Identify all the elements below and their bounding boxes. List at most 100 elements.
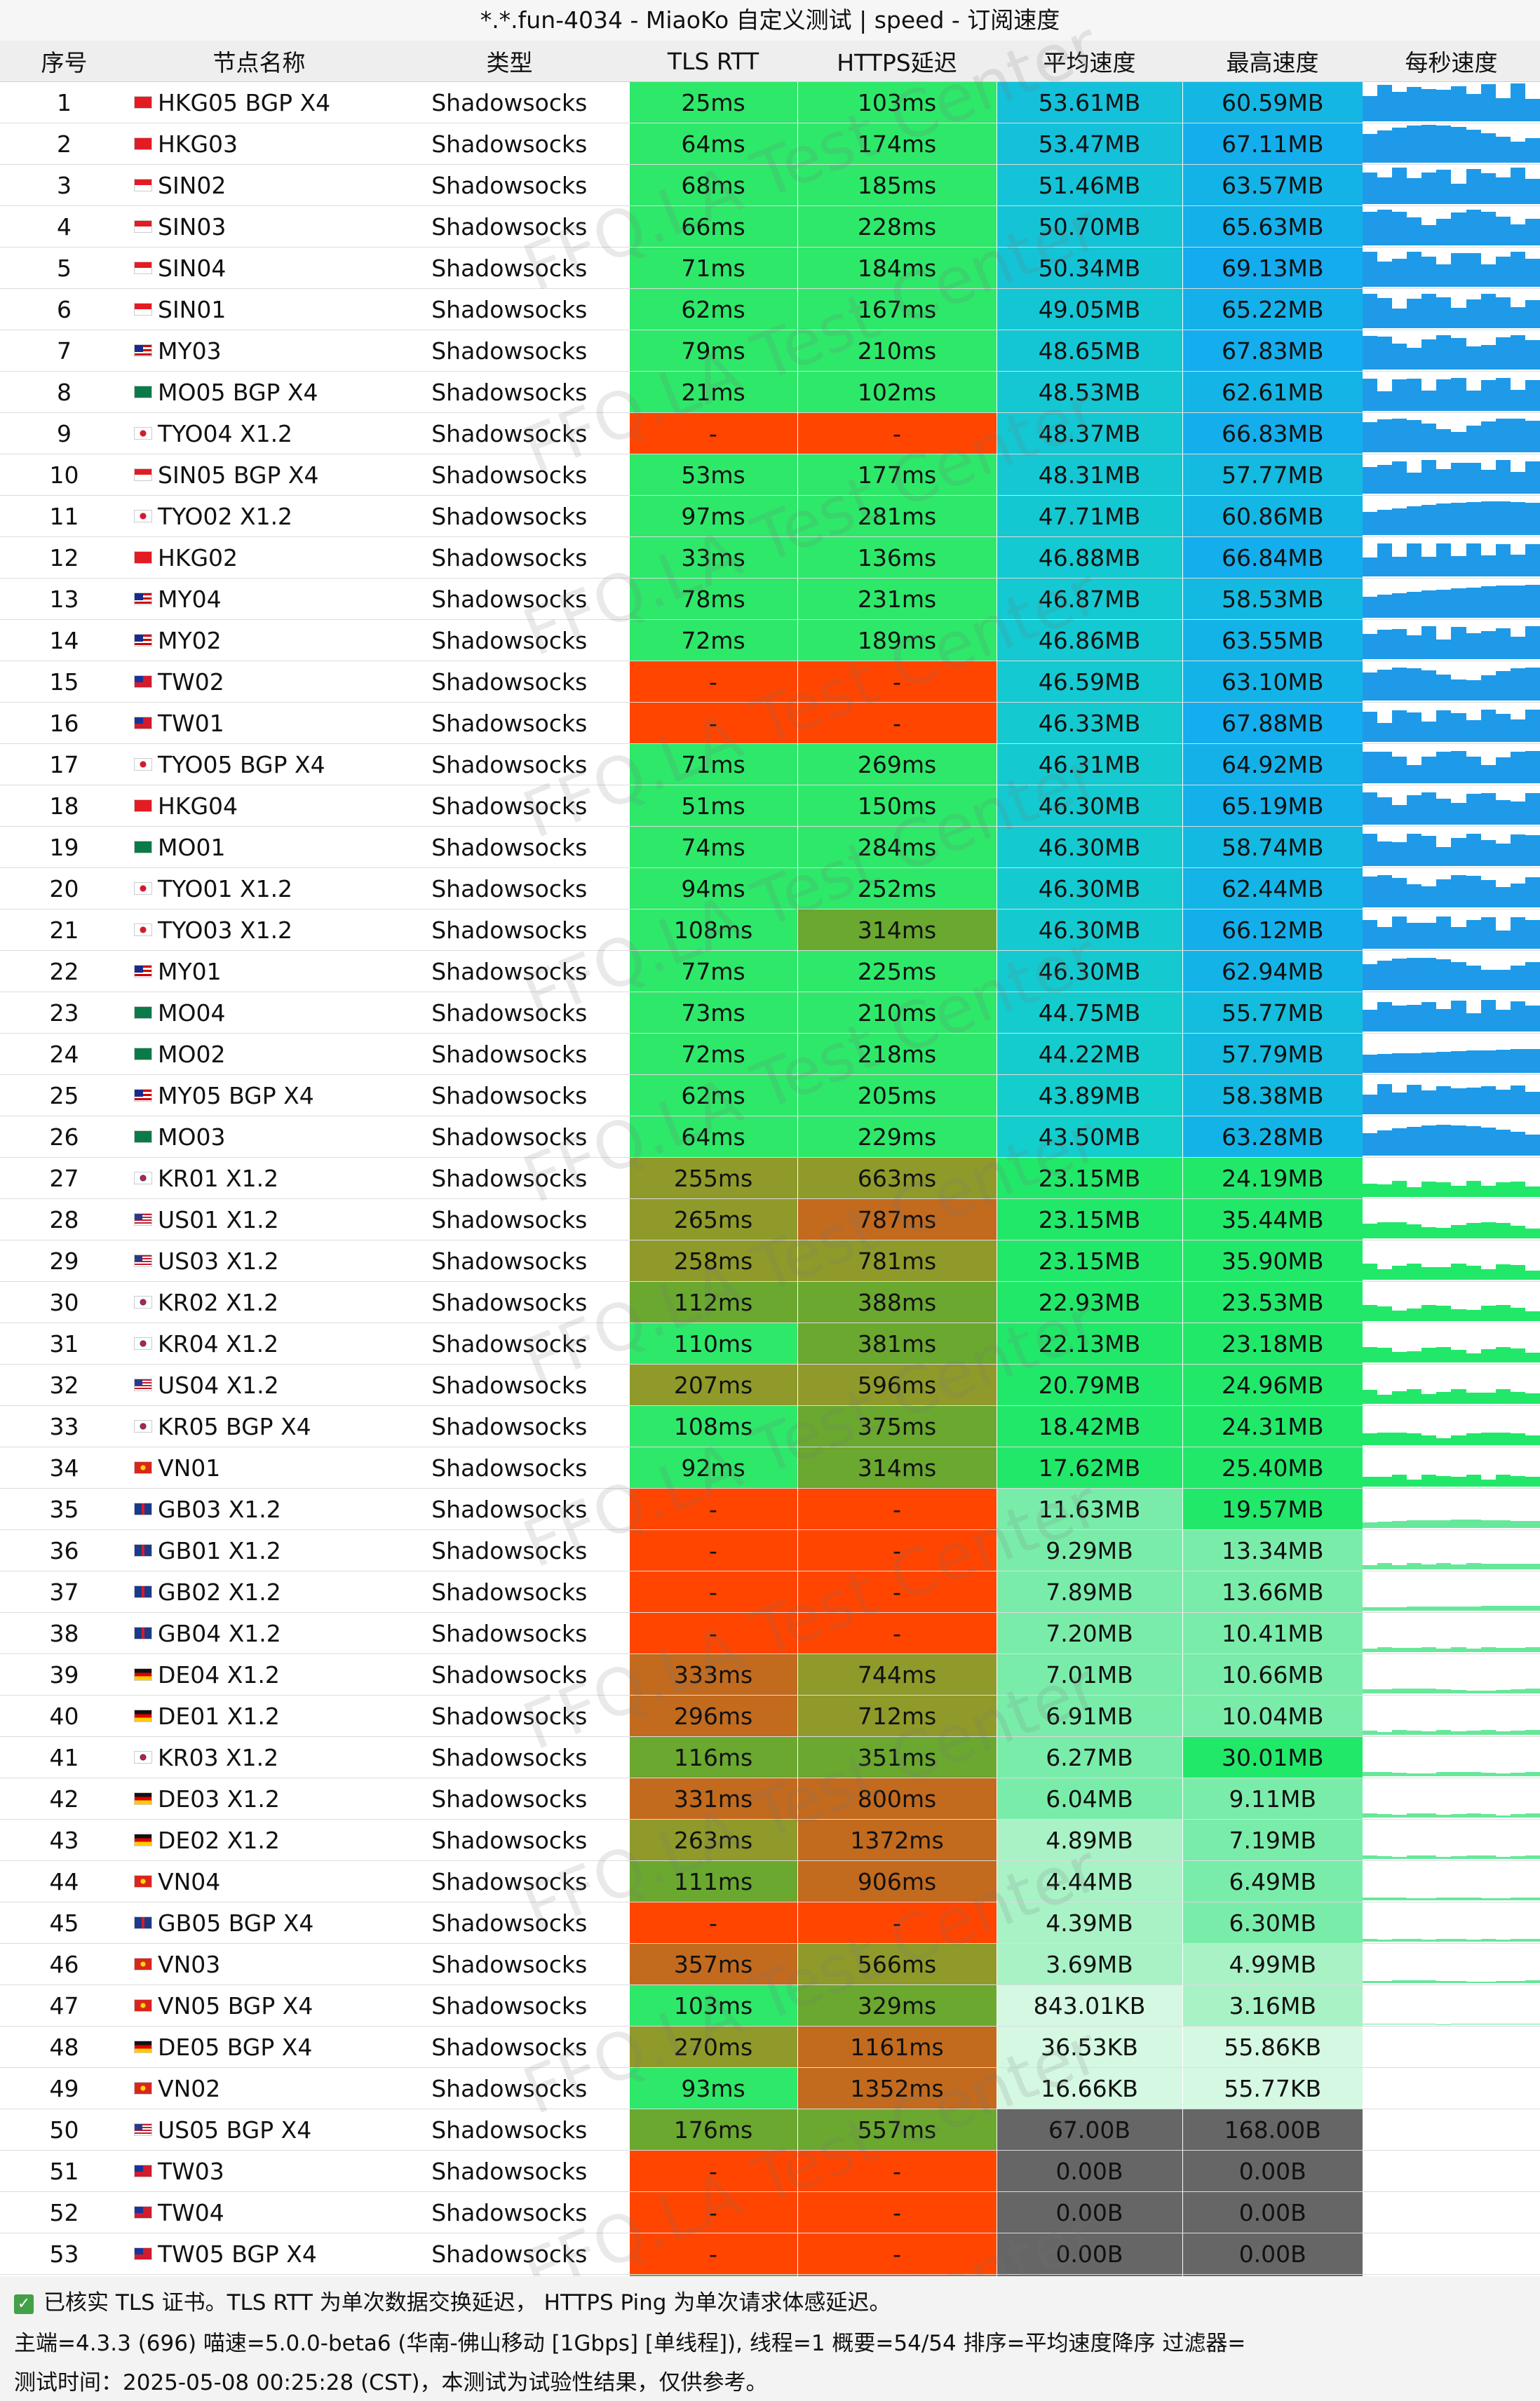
node-name-cell: DE04 X1.2 <box>128 1653 390 1696</box>
col-header-node-name[interactable]: 节点名称 <box>128 41 390 82</box>
avg-speed-cell: 22.13MB <box>996 1323 1182 1365</box>
sparkline-bar <box>1377 1980 1393 1983</box>
sparkline-bar <box>1407 1126 1422 1156</box>
sparkline-bar <box>1392 1647 1407 1652</box>
table-row[interactable]: 9 TYO04 X1.2 Shadowsocks - -48.37MB 66.83MB <box>0 412 1540 454</box>
table-row[interactable]: 15 TW02 Shadowsocks - -46.59MB 63.10MB <box>0 661 1540 703</box>
table-row[interactable]: 26 MO03 Shadowsocks 64ms 229ms 43.50MB 63.28MB <box>0 1116 1540 1158</box>
table-row[interactable]: 3 SIN02 Shadowsocks 68ms 185ms 51.46MB 63.57MB <box>0 164 1540 206</box>
table-row[interactable]: 27 KR01 X1.2 Shadowsocks 255ms 663ms 23.15MB 2… <box>0 1157 1540 1199</box>
table-row[interactable]: 25 MY05 BGP X4 Shadowsocks 62ms 205ms 43.89MB… <box>0 1074 1540 1116</box>
table-row[interactable]: 19 MO01 Shadowsocks 74ms 284ms 46.30MB 58.74MB <box>0 826 1540 868</box>
avg-speed-cell: 6.27MB <box>996 1736 1182 1778</box>
sparkline-bar <box>1421 556 1437 576</box>
table-row[interactable]: 39 DE04 X1.2 Shadowsocks 333ms 744ms 7.01MB 10… <box>0 1653 1540 1696</box>
sparkline-bar <box>1421 1305 1437 1321</box>
https-latency-cell: 189ms <box>797 619 997 661</box>
table-row[interactable]: 28 US01 X1.2 Shadowsocks 265ms 787ms 23.15MB 3… <box>0 1198 1540 1240</box>
speed-sparkline <box>1363 994 1540 1032</box>
col-header-https-latency[interactable]: HTTPS延迟 <box>797 41 997 82</box>
table-row[interactable]: 53 TW05 BGP X4 Shadowsocks - -0.00B 0.00B <box>0 2233 1540 2275</box>
table-row[interactable]: 35 GB03 X1.2 Shadowsocks - -11.63MB 19.57MB <box>0 1488 1540 1530</box>
node-type-cell: Shadowsocks <box>390 1447 629 1489</box>
node-name-cell: DE03 X1.2 <box>128 1778 390 1820</box>
table-row[interactable]: 11 TYO02 X1.2 Shadowsocks 97ms 281ms 47.71MB 6… <box>0 495 1540 537</box>
sparkline-bar <box>1363 1055 1378 1073</box>
node-name-cell: MO03 <box>128 1116 390 1158</box>
node-name-text: MO01 <box>158 833 226 861</box>
table-row[interactable]: 51 TW03 Shadowsocks - -0.00B 0.00B <box>0 2150 1540 2192</box>
col-header-avg-speed[interactable]: 平均速度 <box>997 41 1182 82</box>
sparkline-bar <box>1480 1127 1496 1156</box>
table-row[interactable]: 44 VN04 Shadowsocks 111ms 906ms 4.44MB 6.49MB <box>0 1860 1540 1902</box>
https-latency-cell: - <box>797 661 997 703</box>
flag-jp-icon <box>134 510 152 522</box>
flag-tw-icon <box>134 2206 152 2219</box>
table-row[interactable]: 41 KR03 X1.2 Shadowsocks 116ms 351ms 6.27MB 30… <box>0 1736 1540 1778</box>
sparkline-bar <box>1436 297 1452 328</box>
table-row[interactable]: 46 VN03 Shadowsocks 357ms 566ms 3.69MB 4.99MB <box>0 1943 1540 1985</box>
table-row[interactable]: 47 VN05 BGP X4 Shadowsocks 103ms 329ms 843.01… <box>0 1984 1540 2027</box>
col-header-tls-rtt[interactable]: TLS RTT <box>629 41 797 82</box>
table-row[interactable]: 20 TYO01 X1.2 Shadowsocks 94ms 252ms 46.30MB 6… <box>0 867 1540 909</box>
sparkline-bar <box>1466 587 1481 618</box>
node-name-text: TW01 <box>158 709 224 737</box>
table-row[interactable]: 23 MO04 Shadowsocks 73ms 210ms 44.75MB 55.77MB <box>0 992 1540 1034</box>
max-speed-cell: 13.66MB <box>1182 1571 1363 1613</box>
table-row[interactable]: 14 MY02 Shadowsocks 72ms 189ms 46.86MB 63.55MB <box>0 619 1540 661</box>
table-row[interactable]: 29 US03 X1.2 Shadowsocks 258ms 781ms 23.15MB 3… <box>0 1240 1540 1282</box>
table-row[interactable]: 45 GB05 BGP X4 Shadowsocks - -4.39MB 6.30MB <box>0 1902 1540 1944</box>
table-row[interactable]: 42 DE03 X1.2 Shadowsocks 331ms 800ms 6.04MB 9.… <box>0 1778 1540 1820</box>
table-row[interactable]: 37 GB02 X1.2 Shadowsocks - -7.89MB 13.66MB <box>0 1571 1540 1613</box>
table-row[interactable]: 43 DE02 X1.2 Shadowsocks 263ms 1372ms 4.89MB 7… <box>0 1819 1540 1861</box>
sparkline-bar <box>1377 1001 1393 1032</box>
table-row[interactable]: 16 TW01 Shadowsocks - -46.33MB 67.88MB <box>0 702 1540 744</box>
sparkline-bar <box>1377 419 1393 452</box>
speed-sparkline <box>1363 1118 1540 1156</box>
table-row[interactable]: 5 SIN04 Shadowsocks 71ms 184ms 50.34MB 69.13MB <box>0 247 1540 289</box>
table-row[interactable]: 17 TYO05 BGP X4 Shadowsocks 71ms 269ms 46.31M… <box>0 743 1540 785</box>
speed-sparkline-cell <box>1363 992 1540 1034</box>
table-row[interactable]: 7 MY03 Shadowsocks 79ms 210ms 48.65MB 67.83MB <box>0 330 1540 372</box>
table-row[interactable]: 49 VN02 Shadowsocks 93ms 1352ms 16.66KB 55.77K… <box>0 2067 1540 2109</box>
table-row[interactable]: 48 DE05 BGP X4 Shadowsocks 270ms 1161ms 36.53… <box>0 2026 1540 2068</box>
table-row[interactable]: 6 SIN01 Shadowsocks 62ms 167ms 49.05MB 65.22MB <box>0 288 1540 330</box>
table-row[interactable]: 24 MO02 Shadowsocks 72ms 218ms 44.22MB 57.79MB <box>0 1033 1540 1075</box>
table-row[interactable]: 18 HKG04 Shadowsocks 51ms 150ms 46.30MB 65.19M… <box>0 785 1540 827</box>
sparkline-bar <box>1525 793 1540 825</box>
table-row[interactable]: 21 TYO03 X1.2 Shadowsocks 108ms 314ms 46.30MB… <box>0 909 1540 951</box>
table-row[interactable]: 33 KR05 BGP X4 Shadowsocks 108ms 375ms 18.42M… <box>0 1405 1540 1447</box>
table-row[interactable]: 34 VN01 Shadowsocks 92ms 314ms 17.62MB 25.40MB <box>0 1447 1540 1489</box>
table-row[interactable]: 2 HKG03 Shadowsocks 64ms 174ms 53.47MB 67.11MB <box>0 123 1540 165</box>
table-row[interactable]: 8 MO05 BGP X4 Shadowsocks 21ms 102ms 48.53MB 6… <box>0 371 1540 413</box>
col-header-max-speed[interactable]: 最高速度 <box>1182 41 1363 82</box>
sparkline-bar <box>1407 1308 1422 1321</box>
sparkline-bar <box>1451 252 1466 287</box>
flag-my-icon <box>134 593 152 605</box>
table-row[interactable]: 40 DE01 X1.2 Shadowsocks 296ms 712ms 6.91MB 10… <box>0 1695 1540 1737</box>
table-row[interactable]: 1 HKG05 BGP X4 Shadowsocks 25ms 103ms 53.61MB… <box>0 81 1540 123</box>
table-row[interactable]: 30 KR02 X1.2 Shadowsocks 112ms 388ms 22.93MB 2… <box>0 1281 1540 1323</box>
sparkline-bar <box>1392 418 1407 452</box>
table-row[interactable]: 10 SIN05 BGP X4 Shadowsocks 53ms 177ms 48.31M… <box>0 454 1540 496</box>
col-header-per-second-speed[interactable]: 每秒速度 <box>1363 41 1540 82</box>
tls-rtt-cell: - <box>628 702 797 744</box>
sparkline-bar <box>1377 1607 1393 1611</box>
sparkline-bar <box>1466 1050 1481 1073</box>
table-row[interactable]: 4 SIN03 Shadowsocks 66ms 228ms 50.70MB 65.63MB <box>0 205 1540 248</box>
col-header-type[interactable]: 类型 <box>390 41 629 82</box>
table-row[interactable]: 50 US05 BGP X4 Shadowsocks 176ms 557ms 67.00B… <box>0 2109 1540 2151</box>
table-row[interactable]: 31 KR04 X1.2 Shadowsocks 110ms 381ms 22.13MB 2… <box>0 1323 1540 1365</box>
table-row[interactable]: 22 MY01 Shadowsocks 77ms 225ms 46.30MB 62.94MB <box>0 950 1540 992</box>
sparkline-bar <box>1407 1263 1422 1280</box>
table-row[interactable]: 36 GB01 X1.2 Shadowsocks - -9.29MB 13.34MB <box>0 1529 1540 1571</box>
table-row[interactable]: 12 HKG02 Shadowsocks 33ms 136ms 46.88MB 66.84M… <box>0 536 1540 579</box>
avg-speed-cell: 50.34MB <box>996 247 1182 289</box>
table-row[interactable]: 52 TW04 Shadowsocks - -0.00B 0.00B <box>0 2191 1540 2233</box>
table-row[interactable]: 32 US04 X1.2 Shadowsocks 207ms 596ms 20.79MB 2… <box>0 1364 1540 1406</box>
flag-de-icon <box>134 1792 152 1805</box>
sparkline-bar <box>1466 1939 1481 1942</box>
table-row[interactable]: 38 GB04 X1.2 Shadowsocks - -7.20MB 10.41MB <box>0 1612 1540 1654</box>
table-row[interactable]: 13 MY04 Shadowsocks 78ms 231ms 46.87MB 58.53MB <box>0 578 1540 620</box>
col-header-index[interactable]: 序号 <box>0 41 128 82</box>
